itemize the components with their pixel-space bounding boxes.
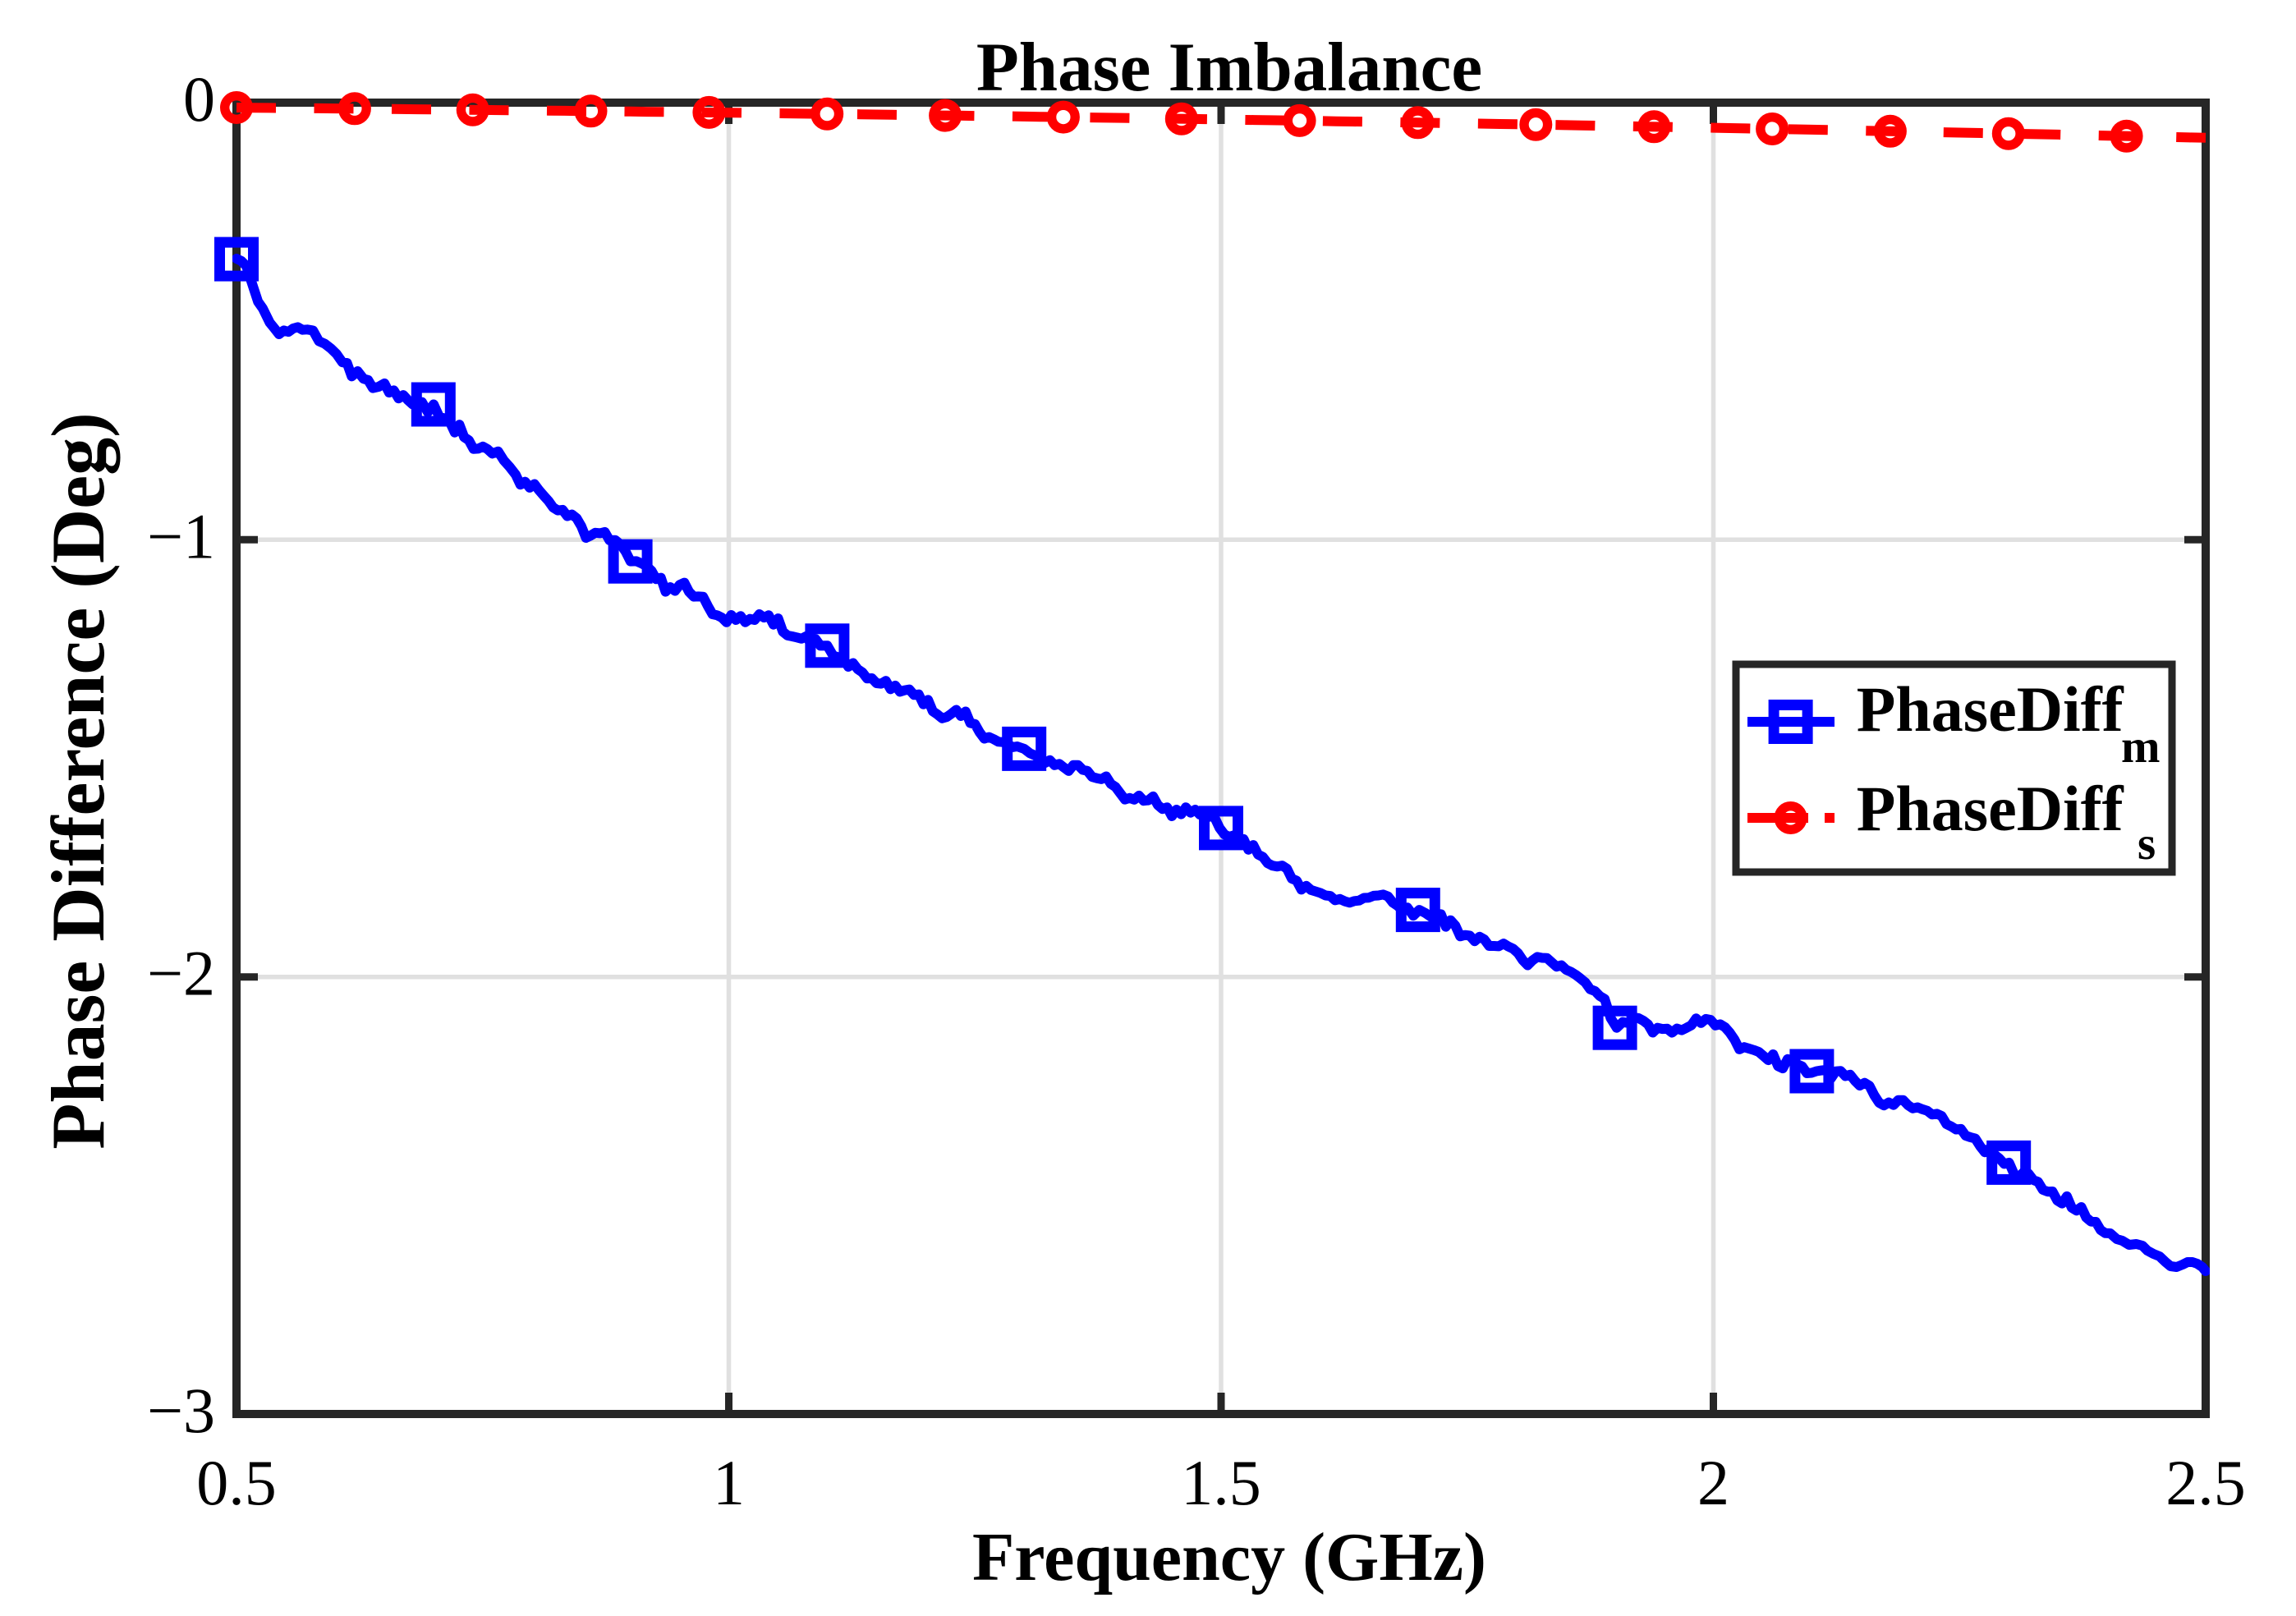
- svg-text:1: 1: [713, 1447, 745, 1518]
- svg-text:PhaseDiff: PhaseDiff: [1857, 673, 2124, 745]
- svg-text:−2: −2: [147, 938, 215, 1009]
- svg-text:2.5: 2.5: [2165, 1447, 2246, 1518]
- svg-text:1.5: 1.5: [1181, 1447, 1261, 1518]
- svg-text:Phase Imbalance: Phase Imbalance: [976, 29, 1482, 106]
- svg-text:Frequency (GHz): Frequency (GHz): [972, 1519, 1486, 1595]
- svg-text:PhaseDiff: PhaseDiff: [1857, 773, 2124, 844]
- svg-text:−1: −1: [147, 500, 215, 572]
- svg-text:0: 0: [183, 63, 215, 135]
- svg-text:−3: −3: [147, 1375, 215, 1446]
- svg-text:s: s: [2138, 818, 2156, 870]
- svg-text:m: m: [2121, 721, 2160, 773]
- svg-text:0.5: 0.5: [196, 1447, 277, 1518]
- svg-text:Phase Difference (Deg): Phase Difference (Deg): [36, 412, 120, 1150]
- svg-text:2: 2: [1697, 1447, 1729, 1518]
